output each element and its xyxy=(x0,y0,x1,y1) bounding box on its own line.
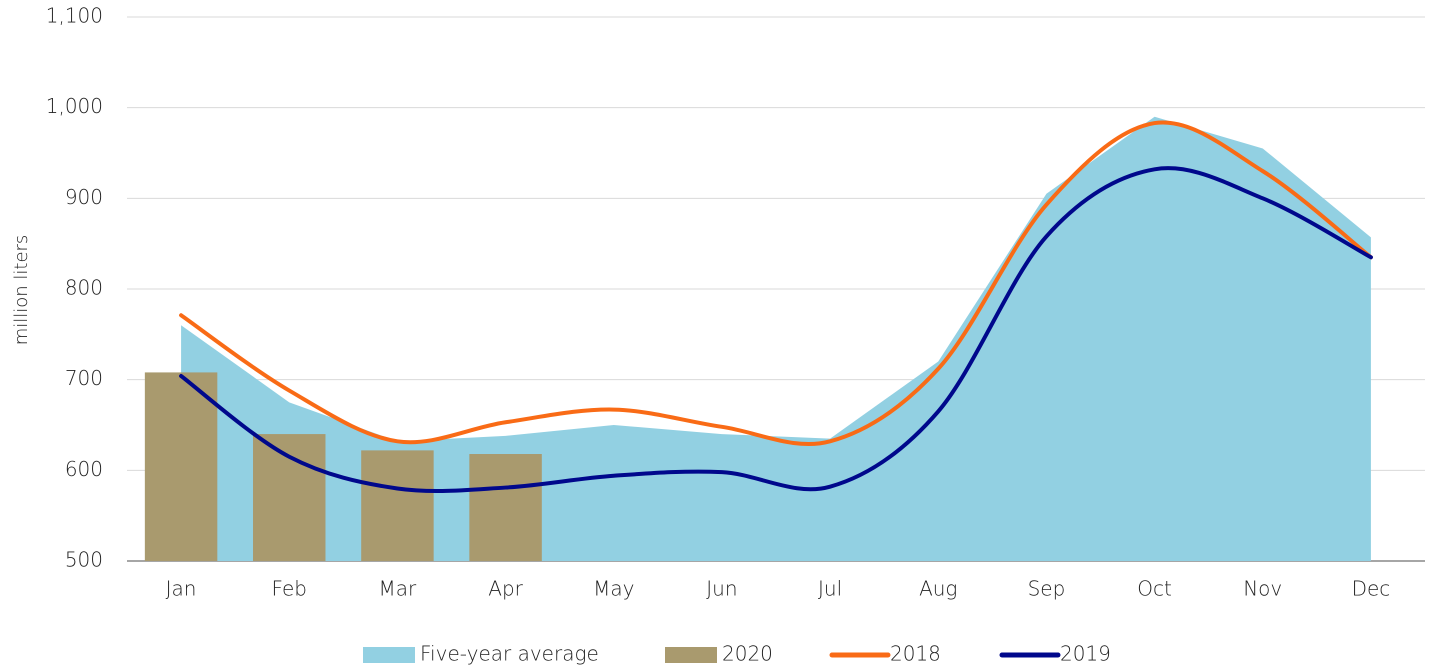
y-tick-label: 500 xyxy=(65,548,103,572)
bar xyxy=(361,450,434,561)
legend-swatch xyxy=(665,647,717,663)
y-tick-label: 1,100 xyxy=(46,4,103,28)
y-tick-label: 600 xyxy=(65,457,103,481)
area xyxy=(181,116,1371,561)
x-tick-label: Apr xyxy=(488,577,523,601)
legend-label: 2019 xyxy=(1060,642,1111,666)
line xyxy=(179,166,1373,493)
legend-label: 2018 xyxy=(890,642,941,666)
x-tick-label: Jan xyxy=(166,577,197,601)
x-tick-label: May xyxy=(593,577,634,601)
x-tick-label: Jul xyxy=(818,577,842,601)
bar xyxy=(469,454,542,561)
bar xyxy=(253,434,326,561)
line xyxy=(179,120,1373,447)
x-tick-label: Nov xyxy=(1243,577,1282,601)
x-tick-label: Dec xyxy=(1352,577,1391,601)
x-tick-label: Sep xyxy=(1028,577,1066,601)
legend-label: 2020 xyxy=(722,642,773,666)
y-axis-label: million liters xyxy=(11,235,32,346)
y-tick-label: 700 xyxy=(65,366,103,390)
x-tick-label: Mar xyxy=(379,577,418,601)
x-tick-label: Jun xyxy=(706,577,737,601)
x-tick-label: Feb xyxy=(272,577,307,601)
x-tick-label: Aug xyxy=(919,577,957,601)
bar xyxy=(144,372,218,561)
y-tick-label: 1,000 xyxy=(46,94,103,118)
y-tick-label: 800 xyxy=(65,276,103,300)
legend-swatch xyxy=(363,647,415,663)
legend-label: Five-year average xyxy=(420,642,599,666)
y-tick-label: 900 xyxy=(65,185,103,209)
x-tick-label: Oct xyxy=(1137,577,1172,601)
